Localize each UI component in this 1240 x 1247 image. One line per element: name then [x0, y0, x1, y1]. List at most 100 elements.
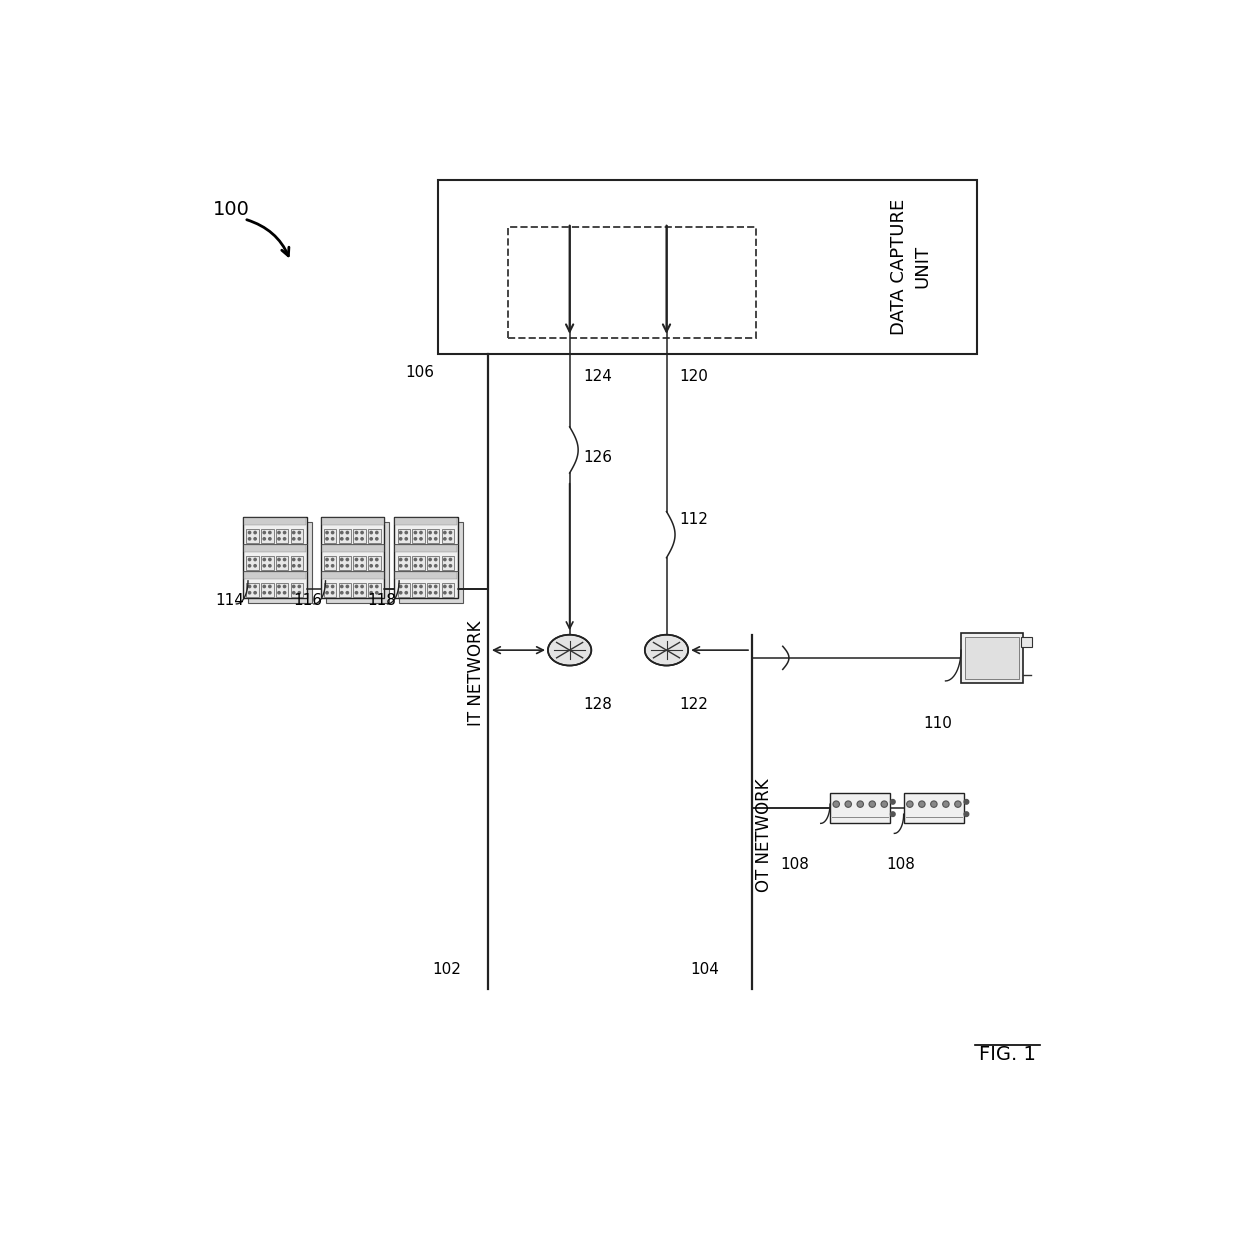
Bar	[325, 522, 389, 602]
Circle shape	[254, 565, 257, 567]
Circle shape	[298, 565, 300, 567]
Circle shape	[284, 591, 285, 594]
Circle shape	[833, 801, 839, 807]
Circle shape	[870, 802, 874, 806]
Circle shape	[434, 559, 436, 561]
Bar	[398, 529, 410, 542]
Bar	[396, 518, 458, 525]
Circle shape	[331, 537, 334, 540]
Bar	[399, 522, 463, 602]
Circle shape	[434, 565, 436, 567]
Bar	[248, 522, 311, 602]
Circle shape	[890, 812, 895, 817]
Bar	[321, 518, 383, 525]
Circle shape	[944, 802, 947, 806]
Circle shape	[263, 565, 265, 567]
Bar	[427, 529, 439, 542]
Bar	[438, 181, 977, 354]
Circle shape	[444, 585, 446, 587]
Bar	[324, 529, 336, 542]
Circle shape	[414, 591, 417, 594]
Circle shape	[269, 565, 272, 567]
Circle shape	[361, 565, 363, 567]
Circle shape	[356, 585, 357, 587]
Bar	[398, 582, 410, 596]
Circle shape	[326, 559, 329, 561]
Circle shape	[370, 565, 372, 567]
Circle shape	[331, 565, 334, 567]
Circle shape	[370, 585, 372, 587]
Circle shape	[326, 531, 329, 534]
Circle shape	[919, 801, 925, 807]
Circle shape	[298, 537, 300, 540]
Circle shape	[254, 531, 257, 534]
Bar	[262, 556, 274, 570]
Text: 126: 126	[584, 450, 613, 465]
Circle shape	[298, 585, 300, 587]
Circle shape	[356, 565, 357, 567]
Bar	[290, 582, 303, 596]
Circle shape	[341, 531, 343, 534]
Circle shape	[376, 537, 378, 540]
Circle shape	[399, 531, 402, 534]
Circle shape	[399, 537, 402, 540]
Circle shape	[965, 799, 968, 804]
Bar	[507, 227, 755, 338]
Circle shape	[376, 565, 378, 567]
Circle shape	[278, 537, 280, 540]
Circle shape	[278, 565, 280, 567]
Circle shape	[263, 585, 265, 587]
Circle shape	[326, 565, 329, 567]
Bar	[275, 582, 288, 596]
Text: DATA CAPTURE
UNIT: DATA CAPTURE UNIT	[890, 198, 931, 334]
Circle shape	[346, 537, 348, 540]
Circle shape	[254, 591, 257, 594]
Circle shape	[376, 591, 378, 594]
Bar	[324, 556, 336, 570]
Circle shape	[284, 537, 285, 540]
Circle shape	[835, 802, 838, 806]
Circle shape	[444, 591, 446, 594]
Bar	[247, 556, 259, 570]
Circle shape	[420, 585, 422, 587]
Circle shape	[420, 591, 422, 594]
Circle shape	[269, 531, 272, 534]
Bar	[244, 572, 306, 579]
Text: 124: 124	[584, 369, 613, 384]
Circle shape	[298, 559, 300, 561]
Text: OT NETWORK: OT NETWORK	[755, 778, 774, 892]
Text: 120: 120	[680, 369, 708, 384]
Circle shape	[331, 531, 334, 534]
Circle shape	[932, 802, 936, 806]
Circle shape	[361, 559, 363, 561]
Circle shape	[356, 531, 357, 534]
Circle shape	[434, 531, 436, 534]
Circle shape	[414, 565, 417, 567]
Circle shape	[405, 565, 408, 567]
Circle shape	[269, 559, 272, 561]
Circle shape	[326, 537, 329, 540]
Circle shape	[399, 585, 402, 587]
Circle shape	[449, 585, 451, 587]
Bar	[1022, 637, 1032, 647]
Circle shape	[269, 537, 272, 540]
Circle shape	[942, 801, 949, 807]
Circle shape	[278, 531, 280, 534]
Bar	[396, 572, 458, 579]
Circle shape	[341, 565, 343, 567]
Bar	[321, 545, 383, 551]
Bar	[339, 556, 351, 570]
Bar	[290, 529, 303, 542]
Circle shape	[263, 591, 265, 594]
Text: 128: 128	[584, 697, 613, 712]
Circle shape	[293, 559, 295, 561]
Bar	[412, 529, 424, 542]
Bar	[830, 793, 890, 823]
Circle shape	[361, 537, 363, 540]
Circle shape	[931, 801, 937, 807]
Circle shape	[326, 591, 329, 594]
Bar	[961, 632, 1023, 683]
Circle shape	[376, 585, 378, 587]
Circle shape	[370, 559, 372, 561]
Text: 106: 106	[405, 365, 434, 380]
